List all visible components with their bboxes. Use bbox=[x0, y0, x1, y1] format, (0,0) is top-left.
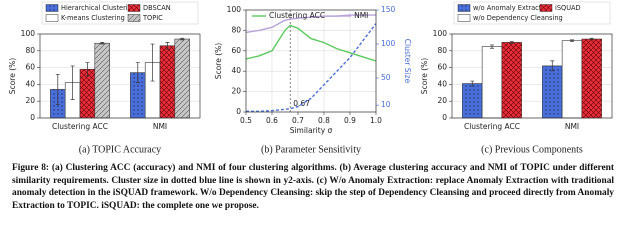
subcaption: (c) Previous Components bbox=[481, 144, 583, 155]
bar-hatch bbox=[174, 39, 190, 118]
y-tick-label: 80 bbox=[25, 46, 35, 55]
subcaption: (b) Parameter Sensitivity bbox=[261, 144, 361, 155]
bar-hatch bbox=[94, 43, 110, 118]
y-tick-label: 60 bbox=[437, 63, 447, 72]
bar bbox=[561, 40, 583, 119]
y2-axis-label: Cluster Size bbox=[403, 39, 412, 84]
y-tick-label: 20 bbox=[437, 96, 447, 105]
caption-text: (a) Clustering ACC (accuracy) and NMI of… bbox=[12, 163, 615, 211]
legend-hatch bbox=[540, 4, 552, 12]
legend-label: NMI bbox=[354, 11, 368, 20]
y-tick-label: 40 bbox=[231, 66, 241, 75]
bar bbox=[481, 46, 503, 119]
x-axis-label: Similarity σ bbox=[290, 126, 333, 135]
error-bar bbox=[490, 44, 494, 49]
bar-hatch bbox=[462, 83, 483, 118]
legend-box bbox=[41, 1, 199, 25]
y-tick-label: 80 bbox=[437, 46, 447, 55]
y2-tick-label: 50 bbox=[381, 73, 391, 82]
legend-swatch bbox=[45, 14, 59, 22]
y-tick-label: 0 bbox=[442, 113, 447, 122]
line bbox=[245, 14, 376, 34]
y-tick-label: 40 bbox=[25, 79, 35, 88]
y-tick-label: 100 bbox=[21, 29, 36, 38]
legend-label: K-means Clustering bbox=[61, 14, 125, 22]
legend-hatch bbox=[128, 14, 140, 22]
x-tick-label: 1.0 bbox=[370, 116, 382, 125]
error-bar bbox=[55, 73, 60, 105]
error-bar bbox=[589, 37, 594, 41]
legend-hatch bbox=[46, 4, 58, 12]
bar-hatch bbox=[581, 39, 602, 118]
y-tick-label: 80 bbox=[231, 25, 241, 34]
error-bar bbox=[470, 80, 475, 87]
chart: 0 20 40 60 80 100 Score (%) (a) TOPIC Accuracy C… bbox=[8, 1, 201, 155]
y-tick-label: 20 bbox=[231, 87, 241, 96]
x-tick-label: 0.7 bbox=[292, 116, 304, 125]
x-tick-label: 0.8 bbox=[318, 116, 330, 125]
legend-swatch bbox=[457, 14, 471, 22]
x-tick-label: 0.9 bbox=[344, 116, 356, 125]
caption: Figure 8: (a) Clustering ACC (accuracy) … bbox=[12, 162, 614, 212]
chart: 0 20 40 60 80 100 Score (%) (b) Parameter Sensi… bbox=[214, 5, 412, 155]
x-tick-label: 0.6 bbox=[266, 116, 278, 125]
y2-tick-label: 100 bbox=[381, 39, 396, 48]
y-tick-label: 40 bbox=[437, 79, 447, 88]
bar-hatch bbox=[130, 72, 146, 118]
y-axis-label: Score (%) bbox=[214, 43, 223, 79]
legend-label: w/o Anomaly Extraction bbox=[473, 4, 551, 12]
bar-hatch bbox=[501, 42, 522, 118]
legend-label: TOPIC bbox=[142, 14, 163, 22]
legend-label: w/o Dependency Cleansing bbox=[473, 14, 563, 22]
error-bar bbox=[150, 43, 155, 82]
y2-tick-label: 10 bbox=[381, 100, 391, 109]
bar-hatch bbox=[80, 69, 95, 118]
legend-label: DBSCAN bbox=[143, 4, 171, 12]
plot-frame bbox=[451, 33, 613, 119]
bar-hatch bbox=[160, 45, 175, 119]
x-tick-label: Clustering ACC bbox=[52, 122, 108, 131]
line bbox=[245, 24, 377, 62]
plot-area bbox=[246, 10, 376, 112]
line bbox=[246, 23, 377, 113]
subcaption: (a) TOPIC Accuracy bbox=[79, 144, 161, 155]
legend-box bbox=[453, 1, 611, 25]
y-tick-label: 0 bbox=[30, 113, 35, 122]
plot-frame bbox=[39, 33, 201, 119]
error-bar bbox=[180, 37, 185, 41]
y-tick-label: 0 bbox=[236, 107, 241, 116]
legend-label: iSQUAD bbox=[555, 4, 581, 12]
legend-label: Hierarchical Clustering bbox=[61, 4, 136, 12]
error-bar bbox=[509, 41, 514, 44]
y-tick-label: 60 bbox=[231, 46, 241, 55]
error-bar bbox=[70, 65, 75, 100]
legend-hatch bbox=[458, 4, 470, 12]
plot-frame bbox=[245, 9, 377, 113]
caption-label: Figure 8: bbox=[12, 163, 50, 173]
x-tick-label: NMI bbox=[565, 122, 579, 131]
error-bar bbox=[550, 60, 555, 72]
error-bar bbox=[135, 62, 140, 84]
legend-hatch bbox=[128, 4, 140, 12]
bar-hatch bbox=[542, 65, 563, 118]
x-tick-label: NMI bbox=[153, 122, 167, 131]
y-tick-label: 100 bbox=[227, 5, 242, 14]
chart: 0 20 40 60 80 100 Score (%) (c) Previous Compon… bbox=[420, 1, 613, 155]
y2-tick-label: 150 bbox=[381, 5, 396, 14]
y-tick-label: 60 bbox=[25, 63, 35, 72]
error-bar bbox=[165, 42, 170, 50]
x-tick-label: Clustering ACC bbox=[464, 122, 520, 131]
legend-label: Clustering ACC bbox=[269, 11, 325, 20]
y-tick-label: 100 bbox=[433, 29, 448, 38]
error-bar bbox=[570, 39, 574, 42]
error-bar bbox=[85, 62, 90, 77]
y-axis-label: Score (%) bbox=[420, 58, 429, 94]
page: 0 20 40 60 80 100 Score (%) (a) TOPIC Accuracy C… bbox=[8, 1, 615, 212]
y-tick-label: 20 bbox=[25, 96, 35, 105]
error-bar bbox=[100, 42, 105, 45]
y-axis-label: Score (%) bbox=[8, 58, 17, 94]
x-tick-label: 0.5 bbox=[240, 116, 252, 125]
